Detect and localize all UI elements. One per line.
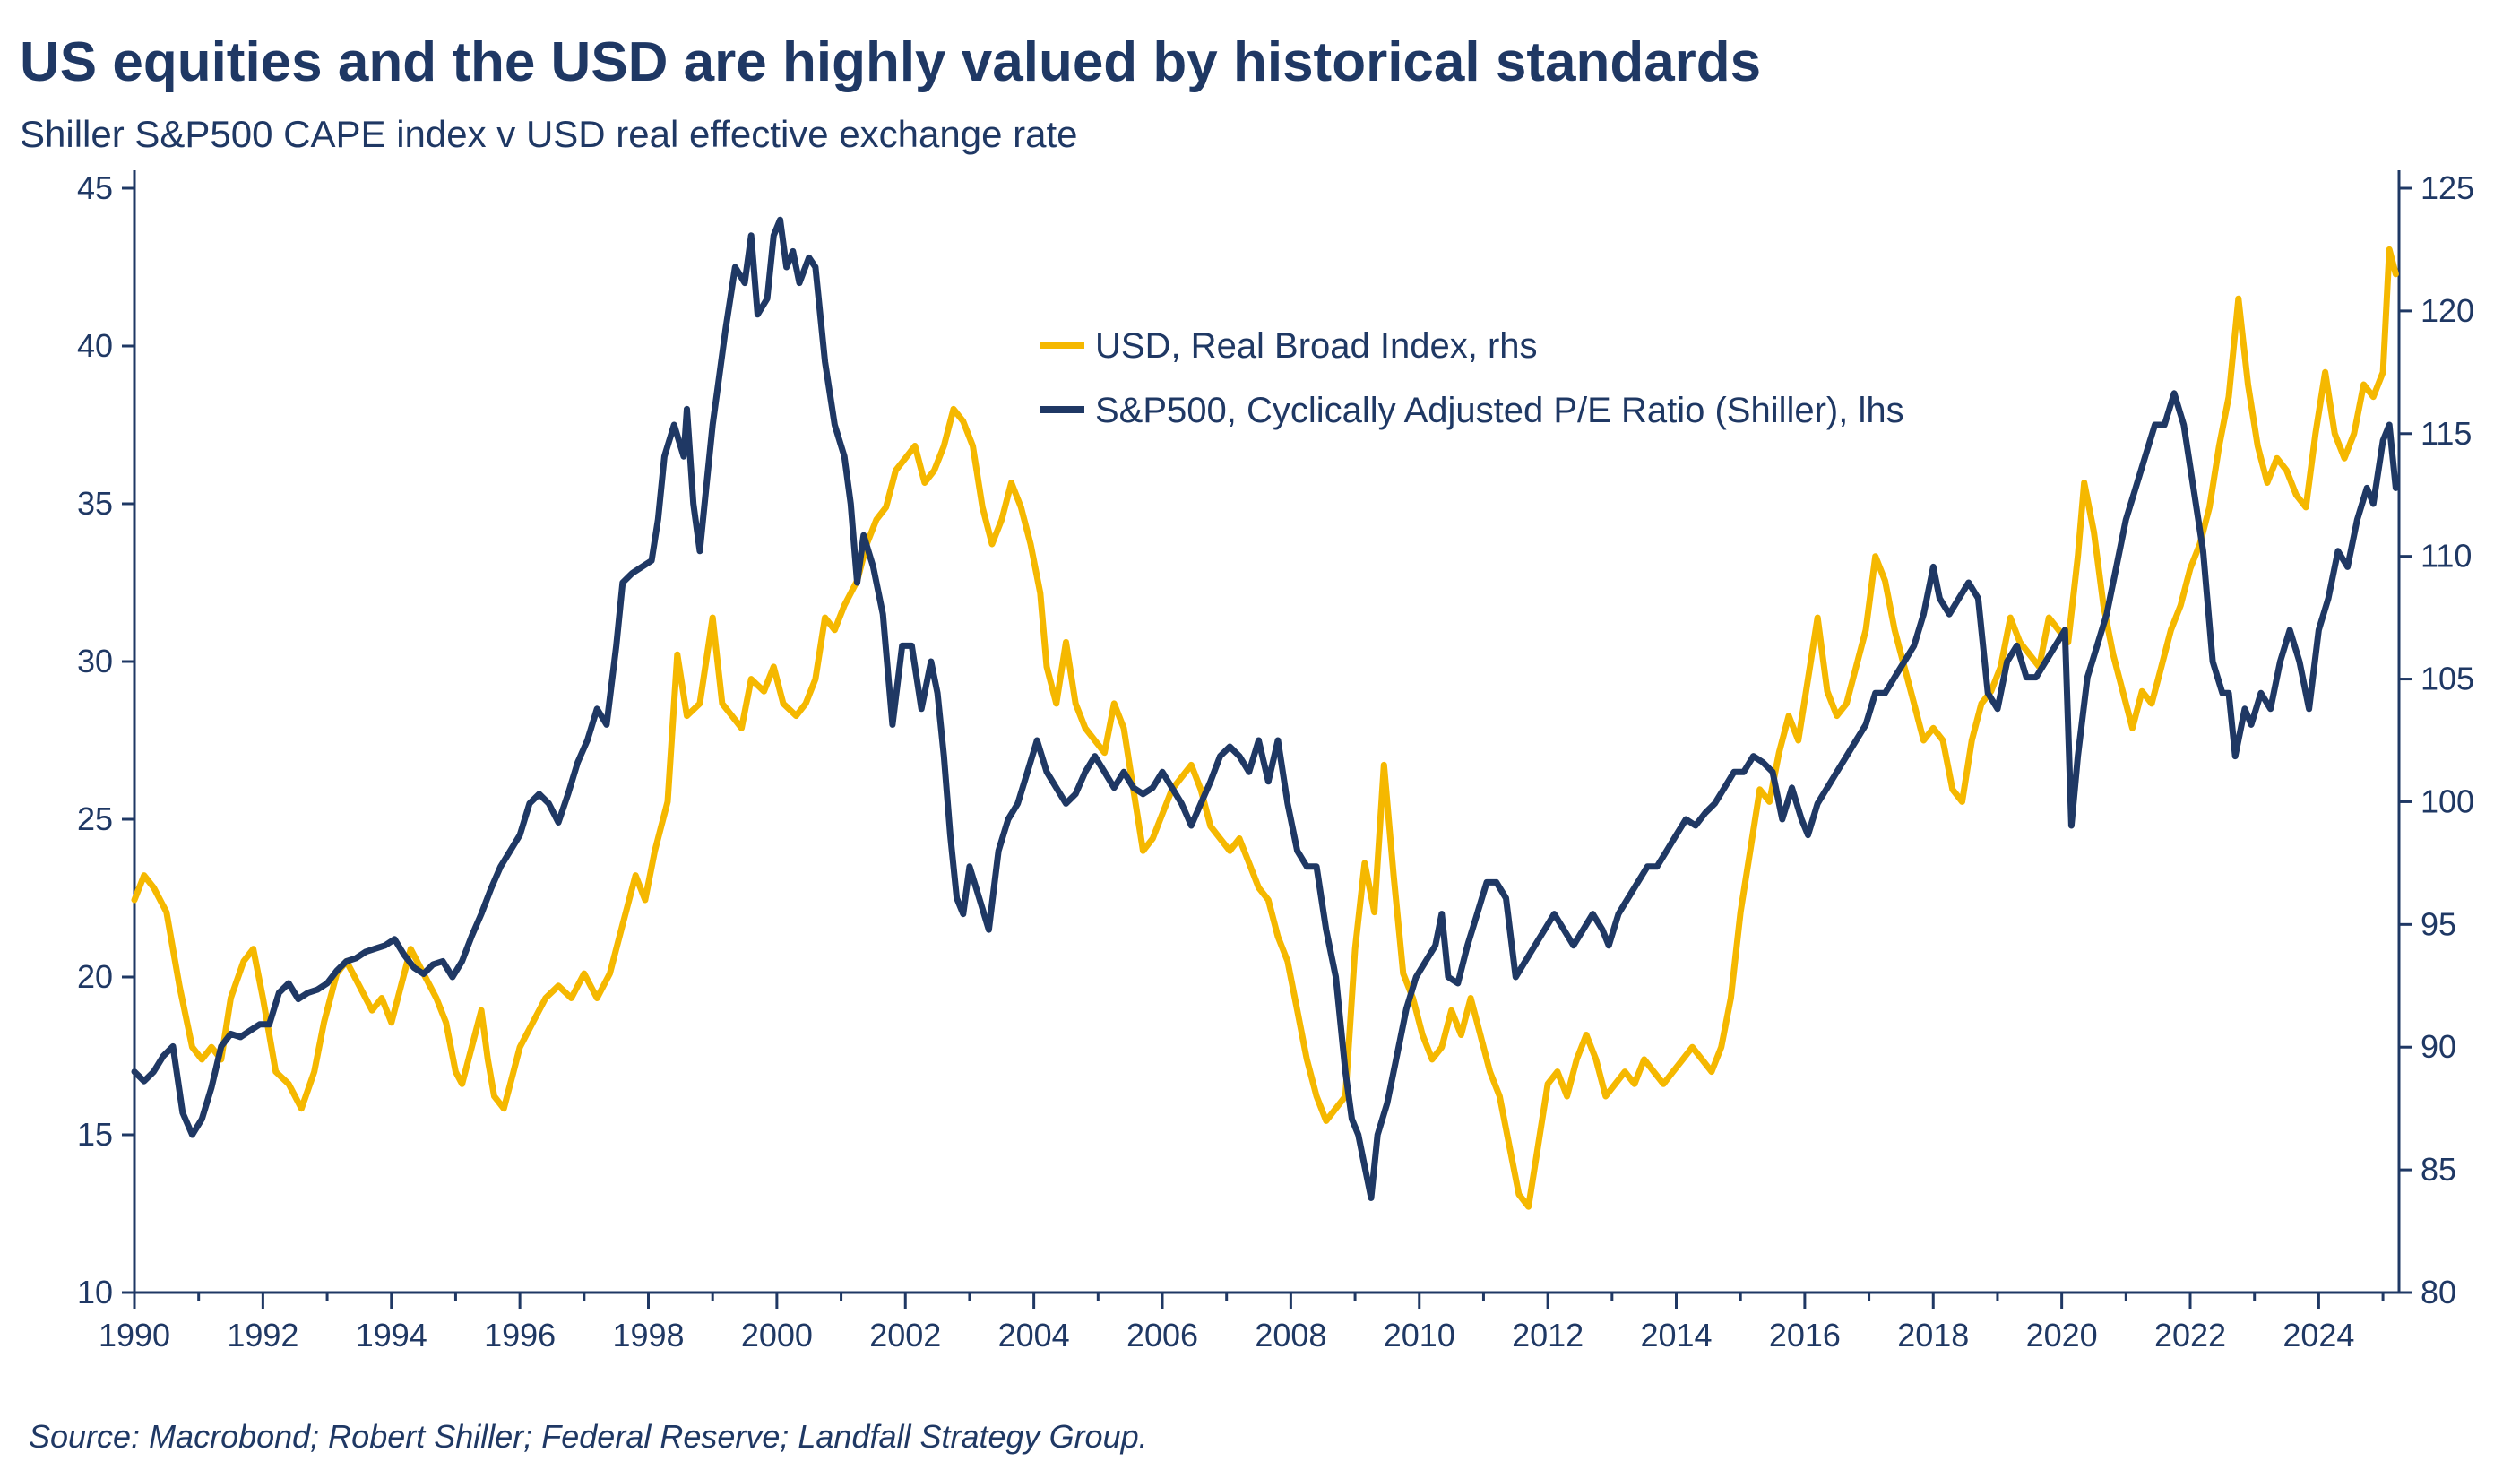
x-tick-label: 2018 [1897,1317,1969,1353]
right-tick-label: 95 [2421,905,2456,942]
source-note: Source: Macrobond; Robert Shiller; Feder… [29,1418,1148,1456]
right-axis: 80 85 90 95 100 105 110 115 120 125 [2399,169,2474,1310]
x-tick-label: 1992 [227,1317,298,1353]
right-tick-label: 125 [2421,169,2474,206]
x-tick-label: 1998 [612,1317,684,1353]
line-chart: 10 15 20 25 30 35 40 45 80 85 90 95 100 105 110 115 120… [0,0,2520,1470]
legend-label-cape: S&P500, Cyclically Adjusted P/E Ratio (S… [1095,391,1904,430]
left-tick-label: 45 [77,169,113,206]
right-tick-label: 115 [2421,415,2472,452]
x-tick-label: 1996 [484,1317,556,1353]
right-tick-label: 105 [2421,661,2474,697]
left-tick-label: 25 [77,800,113,837]
left-tick-label: 10 [77,1274,113,1310]
right-tick-label: 100 [2421,783,2474,819]
legend-label-usd: USD, Real Broad Index, rhs [1095,326,1538,366]
x-tick-label: 2002 [869,1317,941,1353]
series-layer [134,220,2395,1206]
right-tick-label: 90 [2421,1028,2456,1065]
right-tick-label: 120 [2421,292,2474,329]
left-axis: 10 15 20 25 30 35 40 45 [77,169,134,1310]
left-tick-label: 40 [77,327,113,364]
left-tick-label: 20 [77,958,113,995]
x-tick-label: 2014 [1640,1317,1712,1353]
left-tick-label: 15 [77,1116,113,1153]
x-tick-label: 1990 [99,1317,170,1353]
x-tick-label: 1994 [356,1317,427,1353]
right-tick-label: 80 [2421,1274,2456,1310]
x-tick-label: 2010 [1384,1317,1455,1353]
x-tick-label: 2022 [2154,1317,2226,1353]
x-tick-label: 2008 [1255,1317,1326,1353]
x-tick-label: 2006 [1126,1317,1198,1353]
right-tick-label: 110 [2421,538,2472,575]
left-tick-label: 35 [77,485,113,522]
x-tick-label: 2004 [998,1317,1070,1353]
x-tick-label: 2016 [1769,1317,1841,1353]
x-tick-label: 2000 [741,1317,813,1353]
x-tick-label: 2024 [2283,1317,2354,1353]
right-tick-label: 85 [2421,1151,2456,1188]
legend: USD, Real Broad Index, rhs S&P500, Cycli… [1040,326,1904,430]
left-tick-label: 30 [77,643,113,679]
x-tick-label: 2020 [2026,1317,2098,1353]
x-axis: 1990 1992 1994 1996 1998 2000 2002 2004 2006 2008… [99,1293,2399,1353]
x-tick-label: 2012 [1512,1317,1584,1353]
